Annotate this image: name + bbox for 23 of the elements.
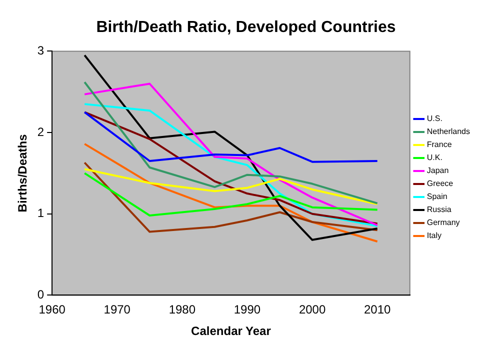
legend-label: Japan xyxy=(426,166,449,176)
legend-label: Russia xyxy=(426,205,452,214)
x-tick-label: 1970 xyxy=(104,302,131,317)
legend-label: Spain xyxy=(426,192,448,202)
legend-label: France xyxy=(426,140,452,150)
legend-label: Greece xyxy=(426,179,454,188)
legend-label: U.S. xyxy=(426,114,442,124)
legend-label: Netherlands xyxy=(426,127,470,136)
x-tick-label: 1990 xyxy=(234,302,261,317)
x-axis-title: Calendar Year xyxy=(191,324,272,338)
x-tick-label: 1960 xyxy=(38,302,66,317)
legend-label: Germany xyxy=(426,218,460,228)
y-tick-label: 2 xyxy=(37,124,44,139)
y-tick-label: 3 xyxy=(37,44,44,58)
legend-label: Italy xyxy=(426,231,442,240)
legend-label: U.K. xyxy=(426,153,442,162)
y-axis-title: Births/Deaths xyxy=(16,134,30,212)
x-tick-label: 1980 xyxy=(168,302,196,317)
x-tick-label: 2010 xyxy=(364,302,392,317)
x-tick-label: 2000 xyxy=(298,302,326,317)
y-tick-label: 1 xyxy=(37,206,44,220)
chart-title: Birth/Death Ratio, Developed Countries xyxy=(96,19,396,36)
y-tick-label: 0 xyxy=(37,288,44,302)
